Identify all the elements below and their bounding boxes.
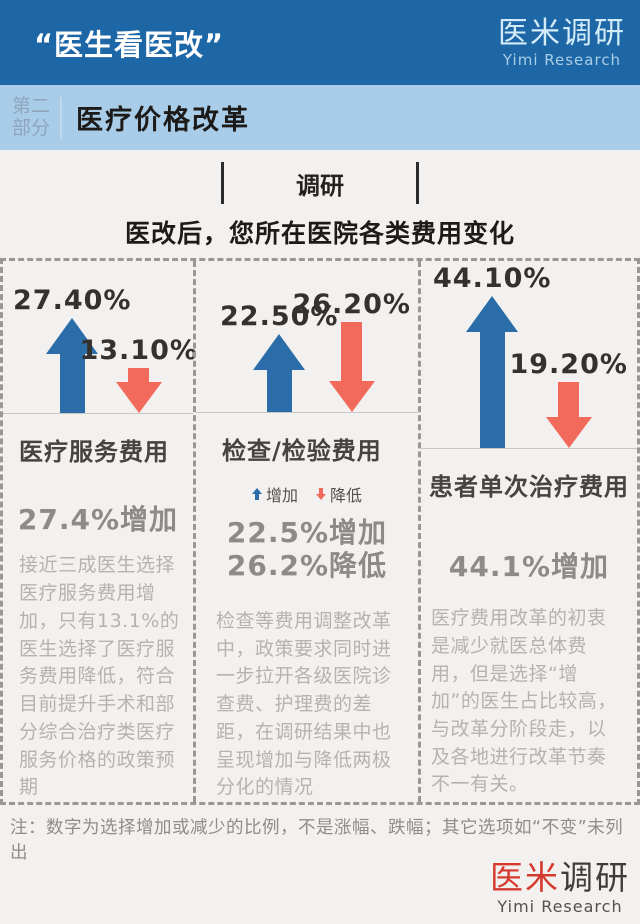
footer-brand-logo: 医米调研 Yimi Research bbox=[490, 858, 630, 917]
legend-up-arrow-icon bbox=[251, 487, 262, 500]
section-part-label: 第二 部分 bbox=[12, 94, 51, 139]
survey-tag-row: 调研 bbox=[0, 160, 640, 206]
brand-logo-cn: 医米调研 bbox=[498, 15, 626, 51]
up-arrow-icon bbox=[466, 296, 519, 448]
tag-bar-left bbox=[221, 162, 224, 204]
brand-logo-en: Yimi Research bbox=[502, 50, 622, 69]
section-divider bbox=[60, 96, 63, 139]
arrow-zone: 22.50% 26.20% bbox=[196, 261, 418, 413]
analysis-text: 医疗费用改革的初衷是减少就医总体费用，但是选择“增加”的医生占比较高，与改革分阶… bbox=[431, 607, 617, 796]
summary-stats: 27.4%增加 bbox=[17, 503, 179, 537]
decrease-value-label: 13.10% bbox=[79, 335, 198, 367]
summary-stats: 44.1%增加 bbox=[448, 550, 610, 583]
up-arrow-icon bbox=[253, 333, 306, 412]
footer-logo-cn-dark: 调研 bbox=[560, 858, 630, 898]
chart-column-medical-service-fee: 27.40% 13.10% 医疗服务费用 27.4%增加 接近三成医生选择医疗服… bbox=[3, 261, 197, 802]
legend-up-label: 增加 bbox=[265, 485, 298, 505]
increase-value-label: 27.40% bbox=[13, 285, 132, 317]
arrow-zone: 27.40% 13.10% bbox=[3, 261, 197, 415]
section-band: 第二 部分 医疗价格改革 bbox=[0, 85, 640, 150]
decrease-value-label: 26.20% bbox=[292, 288, 411, 320]
down-arrow-icon bbox=[115, 368, 162, 414]
down-arrow-icon bbox=[545, 382, 592, 448]
footer-logo-cn-red: 医米 bbox=[490, 858, 560, 898]
legend-down-label: 降低 bbox=[330, 485, 363, 505]
decrease-value-label: 19.20% bbox=[509, 349, 628, 380]
category-label: 患者单次治疗费用 bbox=[429, 473, 629, 501]
survey-question: 医改后，您所在医院各类费用变化 bbox=[124, 219, 515, 248]
survey-tag: 调研 bbox=[296, 171, 344, 200]
analysis-text: 检查等费用调整改革中，政策要求同时进一步拉开各级医院诊查费、护理费的差距，在调研… bbox=[216, 609, 392, 799]
page-header: “医生看医改” 医米调研 Yimi Research bbox=[0, 0, 640, 85]
up-arrow-icon bbox=[46, 318, 99, 414]
down-arrow-icon bbox=[328, 321, 375, 412]
chart-area: 27.40% 13.10% 医疗服务费用 27.4%增加 接近三成医生选择医疗服… bbox=[0, 258, 640, 805]
increase-value-label: 44.10% bbox=[433, 263, 552, 294]
category-label: 检查/检验费用 bbox=[222, 436, 382, 465]
analysis-text: 接近三成医生选择医疗服务费用增加，只有13.1%的医生选择了医疗服务费用降低，符… bbox=[19, 554, 180, 799]
survey-header: 调研 医改后，您所在医院各类费用变化 bbox=[0, 150, 640, 258]
legend-down-arrow-icon bbox=[316, 487, 326, 500]
chart-column-exam-test-fee: 22.50% 26.20% 检查/检验费用 增加 降低 22.5%增加 bbox=[193, 261, 418, 802]
footer-logo-en: Yimi Research bbox=[497, 897, 623, 917]
chart-legend: 增加 降低 bbox=[196, 482, 418, 506]
increase-value-label: 22.50% bbox=[220, 300, 339, 332]
section-title: 医疗价格改革 bbox=[76, 105, 251, 136]
brand-logo: 医米调研 Yimi Research bbox=[498, 17, 626, 69]
category-label: 医疗服务费用 bbox=[19, 438, 169, 467]
footnote: 注：数字为选择增加或减少的比例，不是涨幅、跌幅；其它选项如“不变”未列出 bbox=[10, 818, 624, 863]
chart-column-single-treatment-fee: 44.10% 19.20% 患者单次治疗费用 44.1%增加 医疗费用改革的初衷… bbox=[418, 261, 637, 802]
tag-bar-right bbox=[416, 162, 419, 204]
arrow-zone: 44.10% 19.20% bbox=[421, 261, 637, 449]
page-title: “医生看医改” bbox=[34, 27, 225, 62]
summary-stats: 22.5%增加 26.2%降低 bbox=[226, 515, 388, 582]
